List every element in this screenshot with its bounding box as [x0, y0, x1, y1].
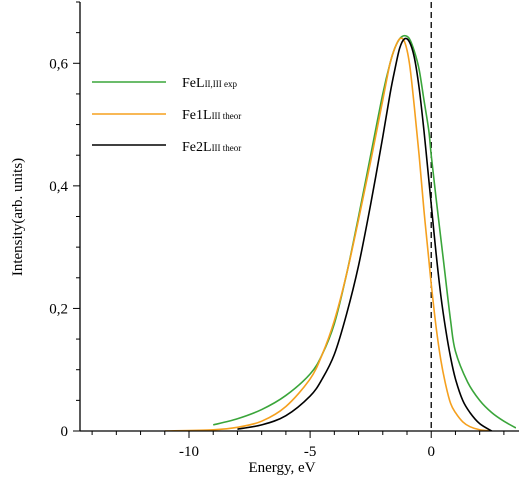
legend-item-2: Fe2LIII theor	[92, 140, 241, 155]
x-axis-title: Energy, eV	[248, 460, 315, 476]
legend-item-0: FeLII,III exp	[92, 76, 238, 91]
legend-label-2: Fe2LIII theor	[182, 140, 241, 155]
legend: FeLII,III exp Fe1LIII theor Fe2LIII theo…	[92, 76, 241, 155]
legend-label-1: Fe1LIII theor	[182, 108, 241, 123]
y-tick-label: 0,4	[49, 179, 68, 195]
legend-label-1-main: Fe1L	[182, 108, 212, 123]
legend-label-0-main: FeL	[182, 76, 205, 91]
legend-label-1-sub: III theor	[212, 111, 242, 121]
x-tick-label: -10	[179, 444, 199, 460]
legend-item-1: Fe1LIII theor	[92, 108, 241, 123]
y-tick-label: 0	[61, 424, 69, 440]
ticks-layer: -10 -5 0 0 0,2 0,4 0,6	[49, 1, 505, 460]
series-line-2	[237, 37, 493, 431]
y-axis-title: Intensity(arb. units)	[10, 158, 26, 276]
series-layer	[164, 34, 516, 431]
legend-label-2-main: Fe2L	[182, 140, 212, 155]
legend-label-0-sub: II,III exp	[205, 79, 238, 89]
y-tick-label: 0,2	[49, 301, 68, 317]
legend-label-0: FeLII,III exp	[182, 76, 238, 91]
legend-label-2-sub: III theor	[212, 143, 242, 153]
x-tick-label: -5	[304, 444, 317, 460]
x-tick-label: 0	[427, 444, 435, 460]
series-line-1	[164, 37, 492, 431]
y-tick-label: 0,6	[49, 56, 68, 72]
